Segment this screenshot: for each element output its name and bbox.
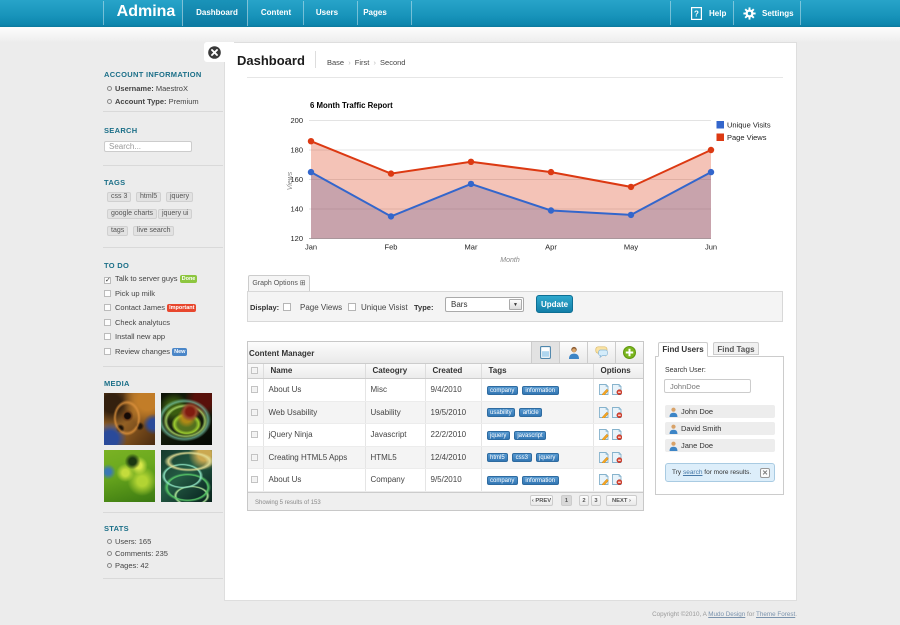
svg-text:Feb: Feb (385, 243, 398, 252)
svg-text:Unique Visits: Unique Visits (727, 121, 771, 130)
svg-text:Page Views: Page Views (727, 133, 767, 142)
svg-text:120: 120 (290, 234, 303, 243)
svg-text:?: ? (694, 10, 699, 19)
svg-text:160: 160 (290, 175, 303, 184)
svg-text:Jan: Jan (305, 243, 317, 252)
svg-text:Jun: Jun (705, 243, 717, 252)
svg-text:Views: Views (287, 171, 294, 190)
svg-text:180: 180 (290, 146, 303, 155)
svg-text:6 Month Traffic Report: 6 Month Traffic Report (310, 101, 393, 110)
svg-text:Mar: Mar (465, 243, 478, 252)
svg-text:May: May (624, 243, 638, 252)
svg-text:200: 200 (290, 116, 303, 125)
svg-text:Month: Month (500, 257, 520, 264)
svg-text:Apr: Apr (545, 243, 557, 252)
svg-text:140: 140 (290, 205, 303, 214)
